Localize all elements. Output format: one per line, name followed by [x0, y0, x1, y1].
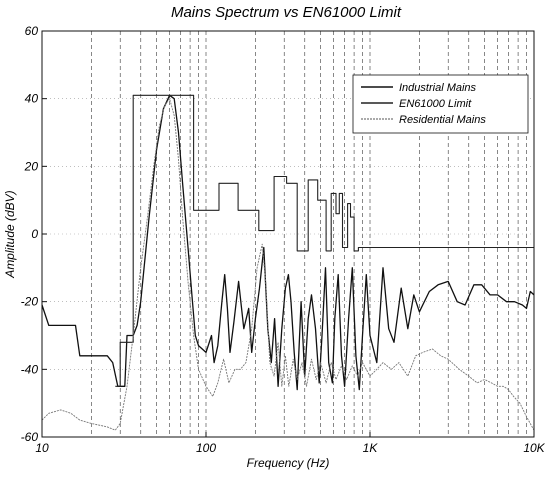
- series-line-en61000-limit: [115, 94, 534, 387]
- legend-label: Residential Mains: [399, 114, 486, 126]
- y-tick-label: 20: [24, 159, 39, 173]
- y-tick-label: -60: [21, 430, 39, 444]
- y-tick-label: -40: [21, 362, 39, 376]
- legend: Industrial Mains EN61000 Limit Residential…: [352, 74, 529, 134]
- series-line-industrial-mains: [41, 94, 535, 391]
- y-axis-label: Amplitude (dBV): [3, 190, 17, 278]
- series-layer: [41, 94, 535, 431]
- x-axis-label: Frequency (Hz): [247, 456, 330, 470]
- axis-ticks: 10 100 1K 10K 60 40 20 0 -20 -40 -60: [21, 24, 546, 455]
- x-tick-label: 1K: [363, 441, 379, 455]
- legend-label: Industrial Mains: [399, 82, 477, 94]
- legend-label: EN61000 Limit: [399, 98, 472, 110]
- x-tick-label: 10K: [523, 441, 545, 455]
- y-tick-label: -20: [21, 295, 39, 309]
- y-tick-label: 60: [25, 24, 39, 38]
- legend-box: [352, 74, 529, 134]
- x-tick-label: 10: [35, 441, 49, 455]
- y-tick-label: 40: [25, 92, 39, 106]
- series-line-residential-mains: [41, 98, 535, 431]
- chart-title: Mains Spectrum vs EN61000 Limit: [171, 4, 402, 21]
- x-tick-label: 100: [196, 441, 216, 455]
- y-tick-label: 0: [31, 227, 38, 241]
